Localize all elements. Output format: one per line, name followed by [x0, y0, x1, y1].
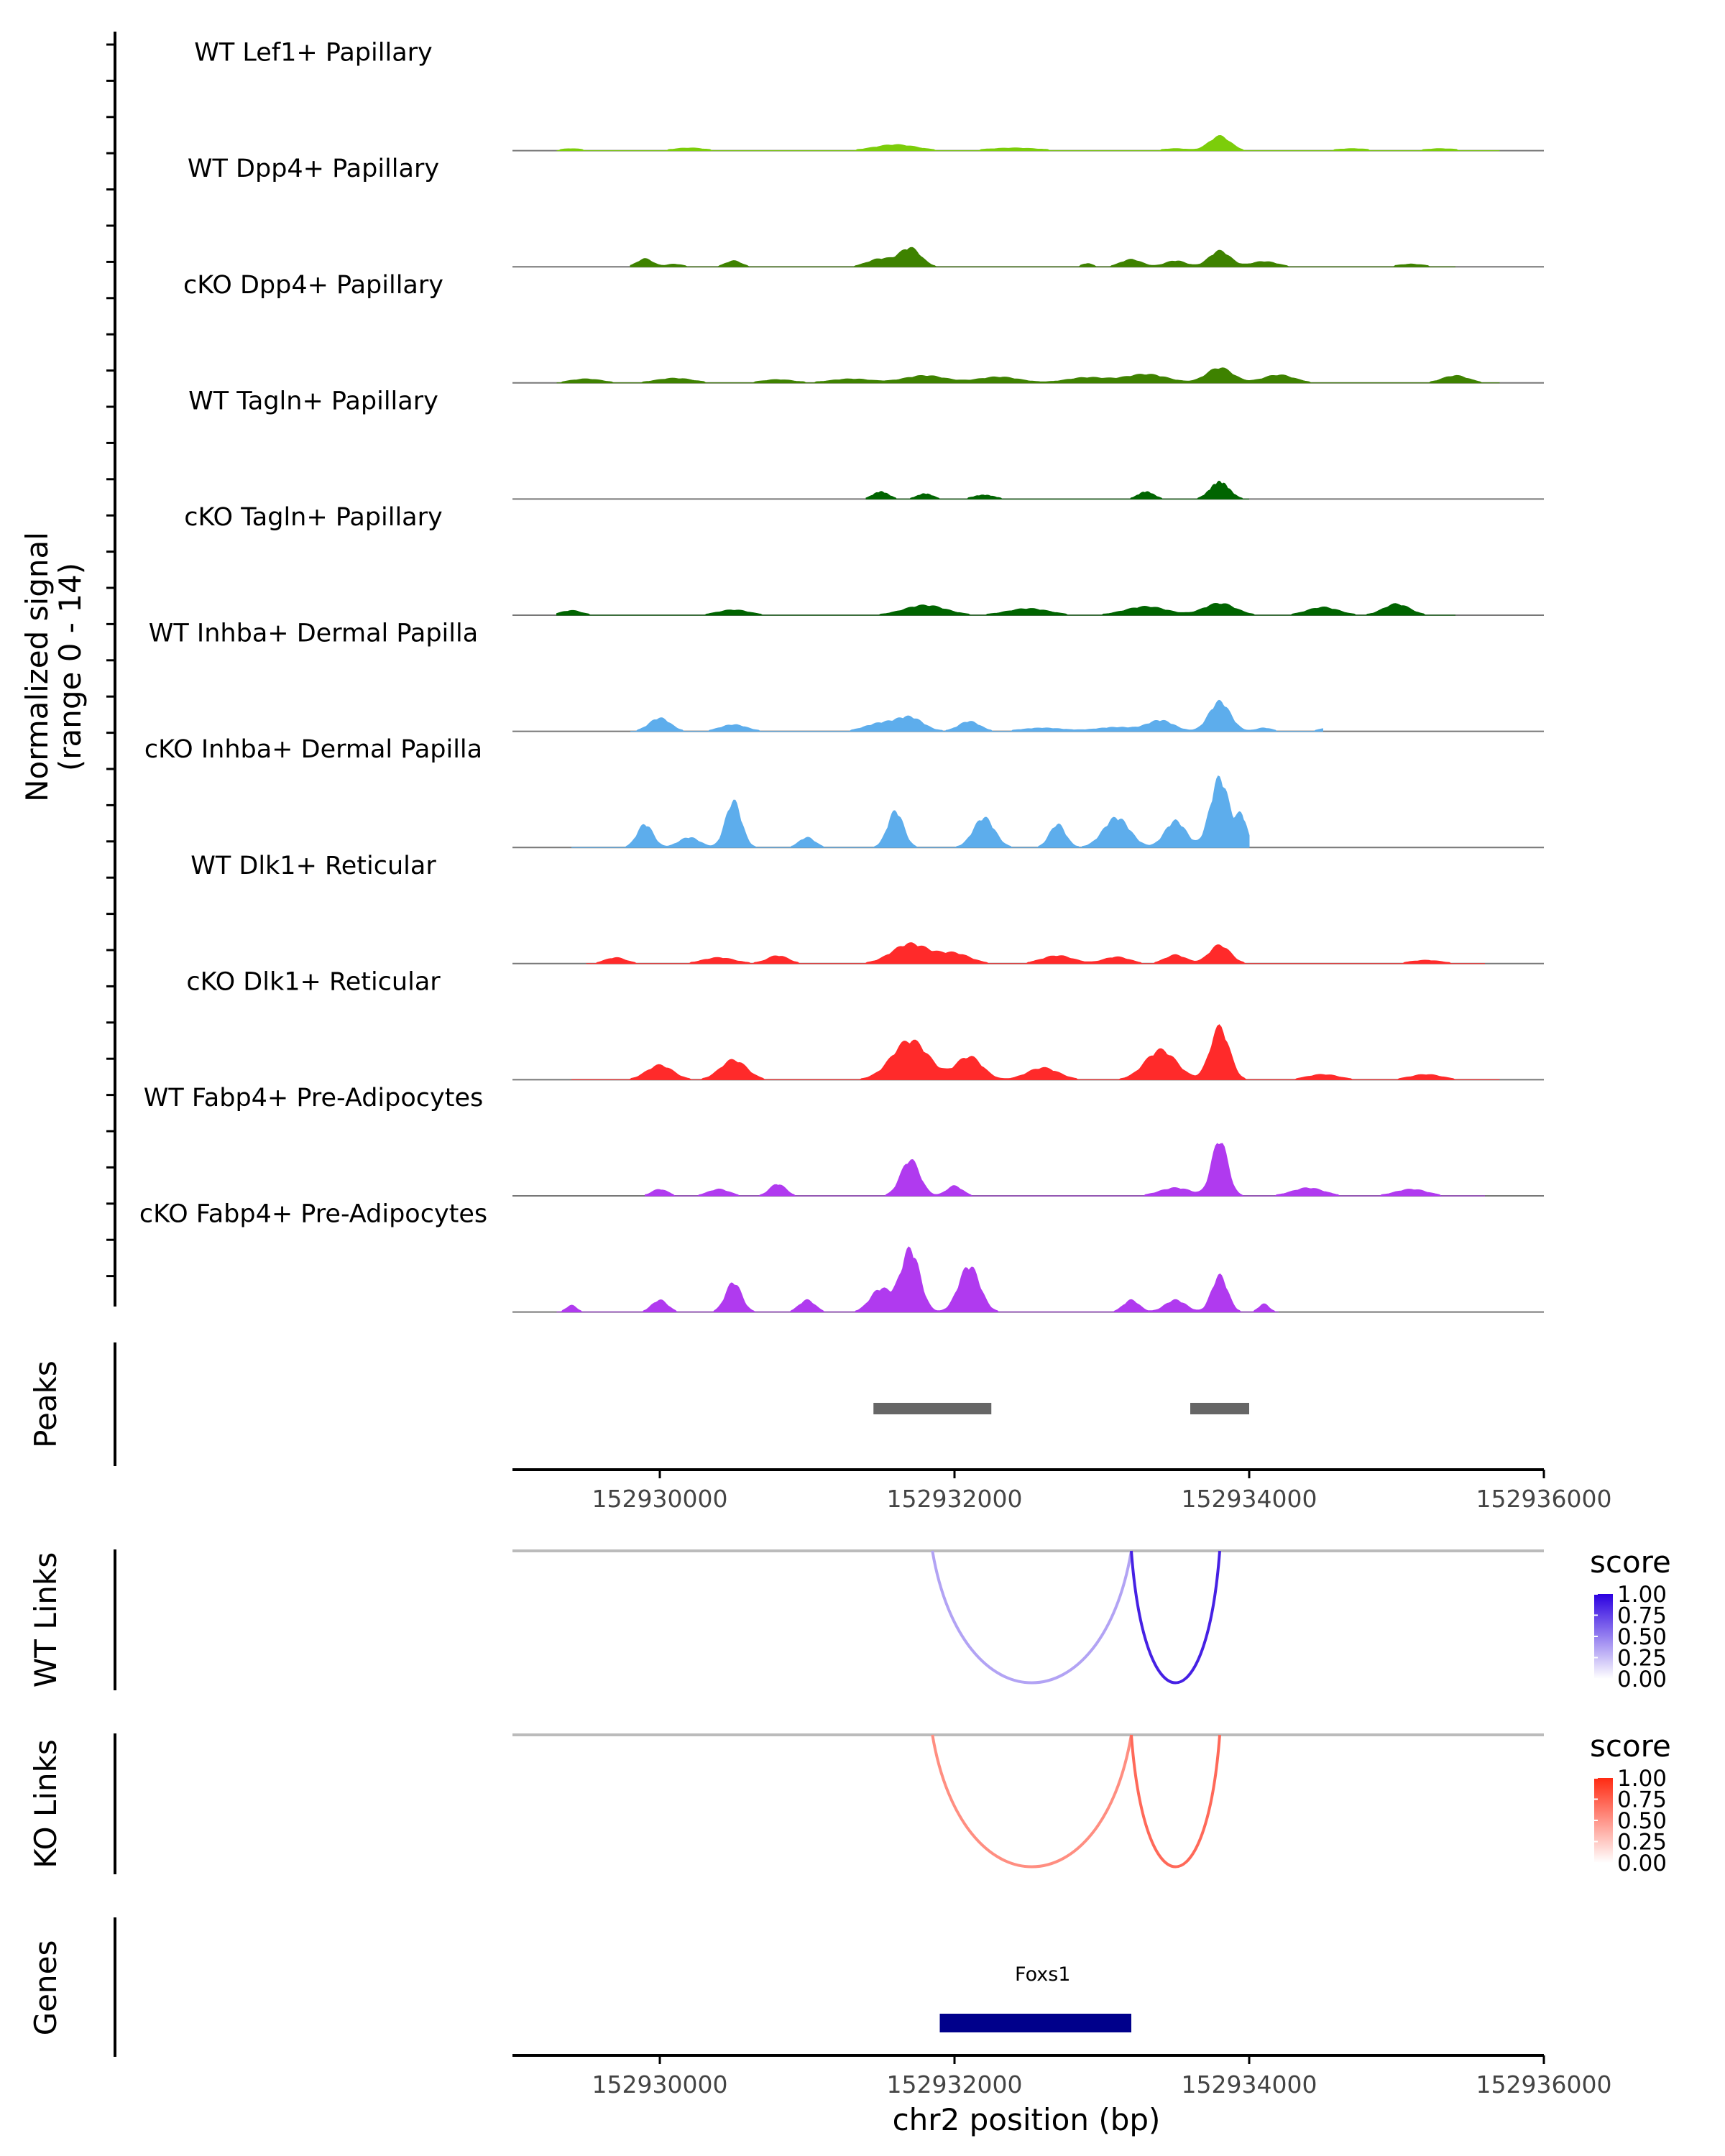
- gene-name: Foxs1: [1015, 1963, 1070, 1986]
- track-10: cKO Fabp4+ Pre-Adipocytes: [139, 1200, 1544, 1313]
- links-label: WT Links: [28, 1552, 63, 1687]
- x-tick-label: 152934000: [1182, 1485, 1317, 1513]
- link-arc: [931, 1734, 1133, 1869]
- legend-tick-label: 0.75: [1617, 1787, 1667, 1813]
- legend-title: score: [1590, 1544, 1671, 1580]
- link-arc: [931, 1550, 1133, 1685]
- link-arc: [1130, 1734, 1221, 1869]
- y-axis-label-line1: Normalized signal: [19, 532, 55, 802]
- track-label: WT Dpp4+ Papillary: [188, 155, 439, 183]
- track-label: WT Tagln+ Papillary: [188, 387, 438, 415]
- track-signal-area: [571, 1024, 1500, 1080]
- x-tick-label: 152936000: [1476, 2070, 1612, 2099]
- peaks-panel: Peaks: [28, 1342, 1249, 1466]
- track-label: cKO Fabp4+ Pre-Adipocytes: [139, 1200, 487, 1229]
- peak-interval: [873, 1403, 992, 1414]
- x-tick-label: 152936000: [1476, 1485, 1612, 1513]
- track-signal-area: [571, 775, 1250, 848]
- peak-interval: [1190, 1403, 1249, 1414]
- track-label: cKO Tagln+ Papillary: [184, 503, 443, 532]
- track-9: WT Fabp4+ Pre-Adipocytes: [144, 1084, 1544, 1197]
- legend-tick-label: 0.00: [1617, 1851, 1667, 1876]
- track-label: cKO Inhba+ Dermal Papilla: [144, 735, 482, 764]
- x-tick-label: 152930000: [592, 1485, 728, 1513]
- track-2: cKO Dpp4+ Papillary: [183, 271, 1544, 384]
- track-6: cKO Inhba+ Dermal Papilla: [144, 735, 1544, 849]
- track-8: cKO Dlk1+ Reticular: [186, 967, 1544, 1081]
- track-signal-area: [865, 480, 1249, 499]
- x-tick-label: 152930000: [592, 2070, 728, 2099]
- links-label: KO Links: [28, 1739, 63, 1869]
- track-signal-area: [556, 1246, 1279, 1313]
- track-label: cKO Dpp4+ Papillary: [183, 271, 443, 300]
- track-signal-area: [630, 699, 1323, 732]
- track-0: WT Lef1+ Papillary: [194, 39, 1544, 152]
- track-3: WT Tagln+ Papillary: [188, 387, 1544, 500]
- track-label: WT Lef1+ Papillary: [194, 39, 433, 68]
- track-1: WT Dpp4+ Papillary: [188, 155, 1544, 268]
- x-tick-label: 152932000: [887, 1485, 1023, 1513]
- track-signal-area: [586, 942, 1485, 964]
- legend-tick-label: 1.00: [1617, 1582, 1667, 1608]
- gene-body: [939, 2014, 1131, 2032]
- legend-tick-label: 0.75: [1617, 1603, 1667, 1629]
- coverage-tracks: WT Lef1+ Papillary WT Dpp4+ Papillary cKO …: [106, 32, 1544, 1313]
- legend-tick-label: 0.00: [1617, 1667, 1667, 1692]
- track-7: WT Dlk1+ Reticular: [190, 852, 1544, 964]
- y-axis-label-line2: (range 0 - 14): [52, 563, 88, 771]
- track-signal-area: [645, 1143, 1485, 1197]
- peaks-label: Peaks: [28, 1360, 63, 1448]
- track-label: cKO Dlk1+ Reticular: [186, 967, 441, 996]
- legend-tick-label: 0.50: [1617, 1808, 1667, 1834]
- track-label: WT Dlk1+ Reticular: [190, 852, 436, 880]
- genes-panel: Genes Foxs1: [28, 1917, 1131, 2057]
- legend-tick-label: 0.50: [1617, 1624, 1667, 1650]
- x-axis-top: 152930000 152932000 152934000 152936000: [512, 1468, 1612, 1513]
- legend-title: score: [1590, 1728, 1671, 1764]
- track-signal-area: [556, 134, 1500, 152]
- track-signal-area: [556, 602, 1455, 616]
- x-axis-bottom: 152930000 152932000 152934000 152936000: [512, 2054, 1612, 2099]
- x-tick-label: 152934000: [1182, 2070, 1317, 2099]
- track-label: WT Inhba+ Dermal Papilla: [149, 619, 478, 648]
- genes-label: Genes: [28, 1940, 63, 2036]
- track-label: WT Fabp4+ Pre-Adipocytes: [144, 1084, 483, 1112]
- link-arc: [1130, 1550, 1221, 1685]
- track-signal-area: [630, 247, 1455, 267]
- legend-tick-label: 0.25: [1617, 1830, 1667, 1856]
- track-signal-area: [556, 367, 1500, 384]
- x-tick-label: 152932000: [887, 2070, 1023, 2099]
- track-5: WT Inhba+ Dermal Papilla: [149, 619, 1544, 732]
- legend-tick-label: 1.00: [1617, 1766, 1667, 1792]
- x-axis-title: chr2 position (bp): [893, 2102, 1161, 2137]
- legend-tick-label: 0.25: [1617, 1646, 1667, 1672]
- track-4: cKO Tagln+ Papillary: [184, 503, 1544, 616]
